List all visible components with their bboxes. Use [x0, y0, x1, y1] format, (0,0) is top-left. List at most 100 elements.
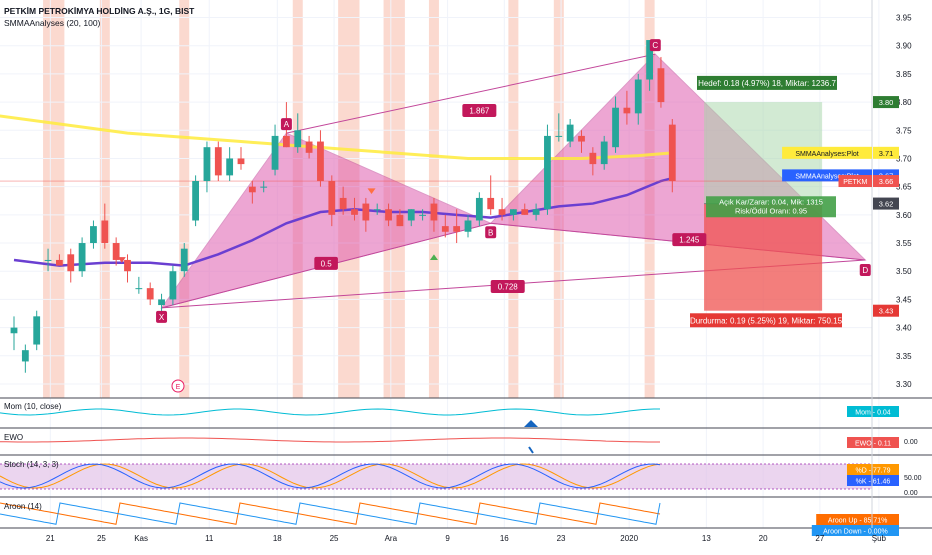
- candle-body[interactable]: [623, 107, 631, 114]
- candle-body[interactable]: [44, 259, 52, 261]
- ratio-label: 1.245: [679, 236, 700, 245]
- candle-body[interactable]: [192, 181, 199, 221]
- candle-body[interactable]: [566, 124, 574, 142]
- panel-title: Stoch (14, 3, 3): [4, 460, 59, 469]
- candle-body[interactable]: [124, 259, 131, 272]
- candle-body[interactable]: [271, 135, 279, 170]
- panel-legend: EWO - 0.11: [855, 441, 891, 448]
- candle-body[interactable]: [589, 152, 597, 165]
- x-tick-label: 9: [445, 534, 450, 543]
- candle-body[interactable]: [453, 226, 461, 232]
- smma-slow-line: [0, 114, 673, 160]
- x-tick-label: 16: [500, 534, 509, 543]
- candle-body[interactable]: [203, 147, 211, 182]
- candle-body[interactable]: [600, 141, 608, 165]
- ratio-label: 0.5: [321, 259, 333, 268]
- candle-body[interactable]: [78, 243, 86, 272]
- candle-body[interactable]: [578, 135, 585, 142]
- y-tick-label: 3.50: [896, 267, 912, 276]
- candle-body[interactable]: [351, 209, 358, 215]
- candle-body[interactable]: [634, 79, 642, 114]
- candle-body[interactable]: [226, 158, 234, 176]
- mom-line: [0, 408, 660, 416]
- candle-body[interactable]: [260, 186, 268, 188]
- candle-body[interactable]: [419, 214, 426, 216]
- y-tick-label: 3.80: [896, 98, 912, 107]
- panel-title: Mom (10, close): [4, 402, 62, 411]
- ewo-line: [0, 437, 660, 443]
- candle-body[interactable]: [385, 209, 392, 221]
- e-marker: [171, 379, 185, 393]
- candle-body[interactable]: [248, 186, 256, 193]
- ratio-label: 1.867: [469, 107, 490, 116]
- price-tag: 3.66: [879, 177, 894, 186]
- candle-body[interactable]: [396, 214, 404, 227]
- x-tick-label: 13: [702, 534, 711, 543]
- candle-body[interactable]: [180, 248, 188, 272]
- series-tag: PETKM: [843, 179, 867, 186]
- panel-legend-bg: [847, 406, 899, 417]
- sell-marker: [367, 188, 376, 194]
- panel-legend: Aroon Down - 0.00%: [823, 529, 888, 536]
- candle-body[interactable]: [646, 40, 653, 80]
- panel-tick-label: 50.00: [904, 475, 922, 482]
- candle-body[interactable]: [487, 197, 495, 210]
- candle-body[interactable]: [294, 130, 302, 148]
- candle-body[interactable]: [214, 147, 222, 176]
- candle-body[interactable]: [668, 124, 676, 182]
- candle-body[interactable]: [555, 135, 563, 137]
- candle-body[interactable]: [362, 203, 370, 221]
- candle-body[interactable]: [158, 299, 165, 306]
- candle-body[interactable]: [135, 288, 143, 290]
- candle-body[interactable]: [498, 209, 506, 215]
- candle-body[interactable]: [373, 209, 381, 211]
- candle-body[interactable]: [146, 288, 154, 300]
- candle-body[interactable]: [657, 68, 665, 103]
- x-tick-label: 21: [46, 534, 55, 543]
- x-tick-label: 11: [205, 534, 214, 543]
- candle-body[interactable]: [305, 141, 313, 153]
- candle-body[interactable]: [328, 181, 336, 215]
- candle-body[interactable]: [169, 271, 177, 300]
- candle-body[interactable]: [532, 209, 540, 215]
- candle-body[interactable]: [90, 226, 97, 244]
- y-tick-label: 3.85: [896, 70, 912, 79]
- candle-body[interactable]: [237, 158, 245, 165]
- x-tick-label: 2020: [620, 534, 638, 543]
- candle-body[interactable]: [544, 135, 551, 210]
- candle-body[interactable]: [521, 209, 529, 215]
- x-tick-label: Kas: [134, 534, 148, 543]
- aroon-down-line: [0, 502, 661, 525]
- x-tick-label: 18: [273, 534, 282, 543]
- pattern-point-label: C: [652, 41, 658, 50]
- candle-body[interactable]: [67, 254, 75, 272]
- panel-legend: Aroon Up - 85.71%: [828, 518, 888, 525]
- series-tag: SMMAAnalyses:Plot: [795, 173, 858, 180]
- candle-body[interactable]: [441, 226, 449, 232]
- candle-body[interactable]: [101, 220, 109, 244]
- ratio-label: 0.728: [498, 282, 519, 291]
- pattern-point-badge: [649, 39, 661, 52]
- candle-body[interactable]: [10, 327, 18, 334]
- candle-body[interactable]: [283, 135, 290, 148]
- candle-body[interactable]: [317, 141, 324, 182]
- candle-body[interactable]: [407, 209, 415, 221]
- price-tag-bg: [873, 96, 899, 109]
- candle-body[interactable]: [33, 316, 41, 345]
- panel-legend-bg: [847, 475, 899, 486]
- candle-body[interactable]: [475, 197, 483, 221]
- candle-body[interactable]: [430, 203, 438, 221]
- highlight-band: [508, 0, 519, 398]
- highlight-band: [179, 0, 190, 398]
- candle-body[interactable]: [21, 350, 29, 362]
- candle-body[interactable]: [339, 197, 347, 210]
- candle-body[interactable]: [464, 220, 472, 232]
- candle-body[interactable]: [612, 107, 619, 148]
- candle-body[interactable]: [56, 259, 63, 266]
- candle-body[interactable]: [510, 209, 517, 215]
- ratio-badge: [314, 256, 338, 270]
- e-marker-label: E: [176, 384, 181, 391]
- candle-body[interactable]: [112, 243, 120, 260]
